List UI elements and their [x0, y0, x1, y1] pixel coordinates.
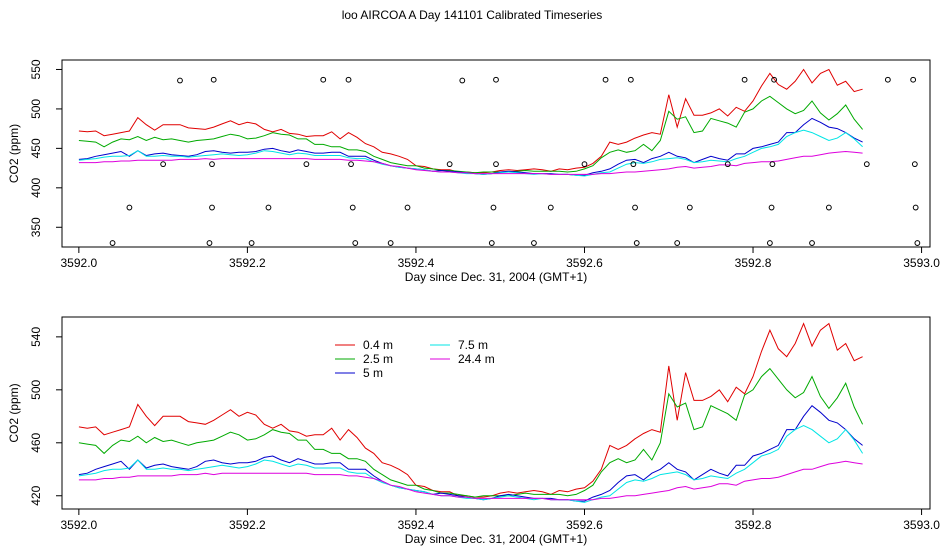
- legend-label: 5 m: [363, 366, 383, 380]
- scatter-point: [602, 76, 609, 83]
- scatter-point: [209, 204, 215, 211]
- scatter-point: [769, 161, 776, 168]
- y-axis-title: CO2 (ppm): [7, 383, 21, 442]
- scatter-point: [768, 204, 775, 211]
- scatter-point: [265, 204, 272, 211]
- x-tick-label: 3592.6: [566, 256, 603, 270]
- top-panel: 3592.0 3592.2 3592.4 3592.6 3592.8 3593.0 Day …: [7, 59, 940, 284]
- scatter-point: [674, 240, 681, 246]
- scatter-point: [771, 76, 777, 83]
- x-tick-label: 3592.2: [229, 518, 266, 532]
- bottom-panel: 3592.0 3592.2 3592.4 3592.6 3592.8 3593.0 Day …: [7, 316, 940, 546]
- scatter-point: [352, 240, 359, 246]
- legend-label: 7.5 m: [458, 338, 488, 352]
- scatter-point: [741, 76, 748, 83]
- scatter-point: [630, 161, 637, 168]
- scatter-point: [160, 161, 167, 168]
- scatter-point: [404, 204, 411, 211]
- scatter-point: [210, 76, 217, 83]
- x-tick-label: 3593.0: [903, 518, 940, 532]
- scatter-point: [825, 204, 832, 211]
- y-tick-label: 500: [29, 99, 43, 119]
- scatter-point: [490, 204, 497, 211]
- scatter-point: [632, 204, 638, 211]
- y-tick-label: 540: [29, 327, 43, 347]
- legend-label: 24.4 m: [458, 352, 495, 366]
- scatter-point: [488, 240, 495, 246]
- scatter-point: [387, 240, 394, 246]
- scatter-point: [809, 240, 815, 246]
- series-line-2-5-m: [78, 367, 864, 498]
- series-line-24-4-m: [78, 150, 863, 175]
- scatter-point: [633, 240, 640, 246]
- scatter-point: [345, 76, 352, 83]
- scatter-point: [914, 240, 921, 246]
- scatter-point: [459, 77, 466, 84]
- x-tick-label: 3592.0: [61, 518, 98, 532]
- plot-frame: [61, 59, 931, 248]
- scatter-point: [627, 76, 634, 83]
- series-line-0-4-m: [78, 68, 863, 174]
- series-group: [78, 322, 864, 503]
- x-tick-label: 3592.8: [735, 256, 772, 270]
- series-line-7-5-m: [78, 425, 864, 503]
- scatter-point: [446, 161, 453, 168]
- scatter-point: [493, 161, 499, 168]
- scatter-point: [724, 161, 731, 168]
- y-axis-title: CO2 (ppm): [7, 124, 21, 183]
- x-axis-title: Day since Dec. 31, 2004 (GMT+1): [405, 532, 587, 546]
- scatter-point: [126, 204, 133, 211]
- legend-label: 2.5 m: [363, 352, 393, 366]
- figure-title: loo AIRCOA A Day 141101 Calibrated Times…: [342, 8, 603, 22]
- x-tick-label: 3592.4: [398, 256, 435, 270]
- scatter-point: [911, 161, 918, 168]
- x-tick-label: 3592.6: [566, 518, 603, 532]
- scatter-point: [686, 204, 693, 211]
- series-line-5-m: [78, 117, 863, 176]
- scatter-point: [109, 240, 116, 246]
- scatter-point: [912, 204, 919, 211]
- legend-label: 0.4 m: [363, 338, 393, 352]
- scatter-point: [493, 76, 499, 83]
- scatter-point: [531, 240, 537, 246]
- scatter-point: [547, 204, 554, 211]
- scatter-point: [348, 161, 354, 168]
- y-tick-label: 420: [29, 485, 43, 505]
- series-group: [78, 68, 863, 177]
- scatter-point: [206, 240, 213, 246]
- x-tick-label: 3592.8: [735, 518, 772, 532]
- y-tick-label: 550: [29, 59, 43, 79]
- x-tick-label: 3593.0: [903, 256, 940, 270]
- y-tick-label: 400: [29, 177, 43, 197]
- scatter-point: [766, 240, 773, 246]
- x-tick-label: 3592.0: [61, 256, 98, 270]
- scatter-point: [884, 76, 891, 83]
- x-axis-title: Day since Dec. 31, 2004 (GMT+1): [405, 270, 587, 284]
- y-tick-label: 500: [29, 379, 43, 399]
- scatter-point: [248, 240, 255, 246]
- y-tick-label: 350: [29, 217, 43, 237]
- y-tick-label: 460: [29, 432, 43, 452]
- series-line-5-m: [78, 404, 863, 502]
- scatter-point: [209, 161, 215, 168]
- plot-frame: [61, 316, 931, 510]
- scatter-point: [349, 204, 356, 211]
- x-tick-label: 3592.2: [229, 256, 266, 270]
- series-line-24-4-m: [78, 460, 863, 501]
- scatter-point: [910, 76, 917, 83]
- scatter-point: [177, 77, 183, 84]
- scatter-point: [320, 76, 327, 83]
- scatter-point: [303, 161, 310, 168]
- y-tick-label: 450: [29, 138, 43, 158]
- scatter-point: [581, 161, 588, 168]
- x-tick-label: 3592.4: [398, 518, 435, 532]
- series-line-2-5-m: [78, 95, 863, 174]
- scatter-point: [863, 161, 870, 168]
